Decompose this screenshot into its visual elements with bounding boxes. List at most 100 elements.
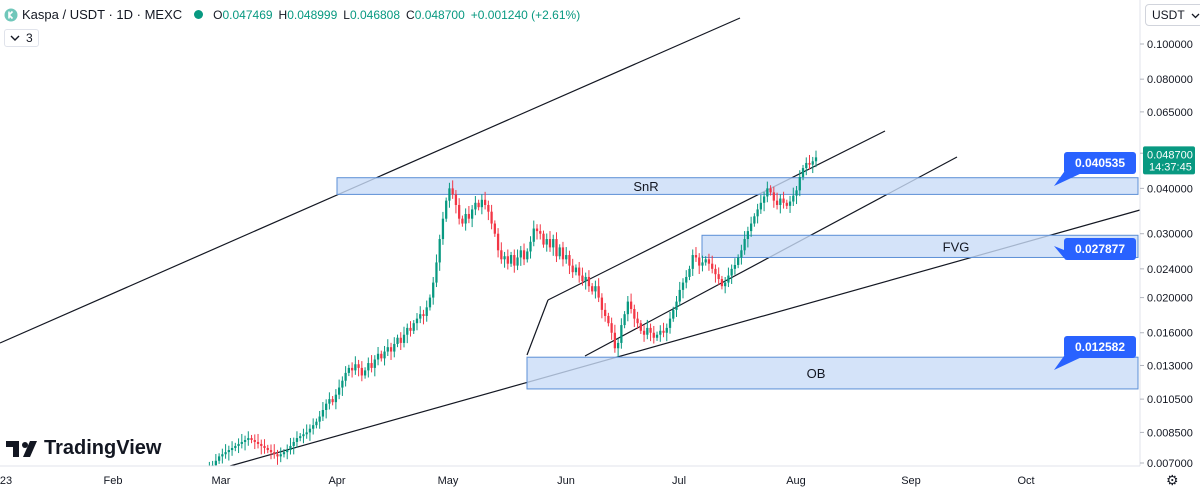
candle-body <box>646 327 649 335</box>
candle-body <box>733 264 737 269</box>
price-callout-label: 0.040535 <box>1075 156 1125 170</box>
candle-body <box>448 188 451 201</box>
candle-body <box>607 315 610 324</box>
candle-body <box>542 233 545 245</box>
candle-body <box>393 343 396 352</box>
price-callout[interactable] <box>1064 336 1136 358</box>
candle-body <box>276 454 279 457</box>
candle-body <box>704 259 707 263</box>
price-callout[interactable] <box>1064 238 1136 260</box>
candle-body <box>688 268 691 277</box>
current-price-label: 0.048700 <box>1147 149 1193 161</box>
price-tick-label: 0.016000 <box>1147 328 1193 340</box>
zone-label: SnR <box>633 179 658 194</box>
candle-body <box>234 445 237 448</box>
candle-body <box>513 255 516 266</box>
candle-body <box>428 297 432 308</box>
candle-body <box>649 327 652 333</box>
candle-body <box>412 323 415 331</box>
candle-body <box>756 209 759 217</box>
candle-body <box>432 282 435 298</box>
candle-body <box>350 367 354 371</box>
currency-label: USDT <box>1152 8 1185 22</box>
candle-body <box>698 257 701 266</box>
candle-body <box>286 450 289 453</box>
symbol-title[interactable]: Kaspa / USDT · 1D · MEXC <box>22 7 183 22</box>
candle-body <box>474 202 477 210</box>
candle-body <box>422 314 425 316</box>
candle-body <box>415 318 419 324</box>
price-callout[interactable] <box>1064 152 1136 174</box>
candle-body <box>737 257 740 265</box>
candle-body <box>247 438 250 441</box>
candle-body <box>665 327 668 333</box>
candle-body <box>519 250 522 258</box>
candle-body <box>406 327 409 335</box>
candle-body <box>711 263 714 269</box>
candle-body <box>425 307 428 316</box>
change-value: +0.001240 (+2.61%) <box>470 7 581 22</box>
candle-body <box>587 276 591 287</box>
candle-body <box>714 268 717 275</box>
candle-body <box>555 239 558 257</box>
trendline-5[interactable] <box>526 299 549 356</box>
candle-body <box>639 323 642 331</box>
price-callout-label: 0.027877 <box>1075 242 1125 256</box>
candle-body <box>792 195 795 202</box>
candle-body <box>386 347 389 352</box>
time-tick-label: Feb <box>104 475 123 487</box>
price-tick-label: 0.007000 <box>1147 458 1193 470</box>
indicators-toggle[interactable]: 3 <box>4 29 39 47</box>
candle-body <box>620 325 623 343</box>
candle-body <box>506 256 509 264</box>
high-value: 0.048999 <box>287 7 338 22</box>
zone-fvg[interactable] <box>701 234 1139 258</box>
zone-snr[interactable] <box>336 177 1139 195</box>
watermark-text: TradingView <box>44 437 162 459</box>
price-tick-label: 0.010500 <box>1147 394 1193 406</box>
candle-body <box>808 162 811 165</box>
time-tick-label: May <box>438 475 459 487</box>
high-label: H <box>278 7 288 22</box>
candle-body <box>445 200 448 219</box>
tradingview-watermark: TradingView <box>6 437 161 460</box>
candle-body <box>470 209 474 219</box>
close-value: 0.048700 <box>414 7 465 22</box>
candle-body <box>805 162 808 169</box>
candle-body <box>568 255 571 266</box>
candle-body <box>279 454 282 457</box>
candle-body <box>461 218 464 224</box>
currency-button[interactable]: USDT <box>1145 4 1200 26</box>
candle-body <box>597 286 600 298</box>
candle-body <box>224 452 227 455</box>
candle-body <box>269 450 273 453</box>
candle-body <box>464 213 467 224</box>
candle-body <box>545 239 548 245</box>
candle-body <box>263 445 266 448</box>
candle-body <box>357 364 360 368</box>
trendline-2[interactable] <box>547 130 886 301</box>
candle-body <box>214 460 217 466</box>
candle-body <box>788 201 792 206</box>
candle-body <box>451 188 454 195</box>
chevron-down-icon <box>10 35 20 41</box>
candle-body <box>668 318 672 328</box>
candle-body <box>574 267 578 273</box>
settings-gear-icon[interactable]: ⚙ <box>1166 472 1179 488</box>
candle-body <box>565 255 568 260</box>
callouts: 0.040535 0.027877 0.012582 <box>1054 152 1136 370</box>
market-status-dot <box>194 10 204 19</box>
candle-body <box>273 452 276 455</box>
zone-ob[interactable] <box>526 356 1139 390</box>
candle-body <box>477 202 480 208</box>
candle-body <box>642 330 646 335</box>
candle-body <box>337 387 341 395</box>
candle-body <box>691 255 694 269</box>
candle-body <box>305 432 308 435</box>
candle-body <box>759 202 762 210</box>
candle-body <box>292 441 295 446</box>
candle-body <box>552 239 555 248</box>
candle-body <box>701 262 704 266</box>
